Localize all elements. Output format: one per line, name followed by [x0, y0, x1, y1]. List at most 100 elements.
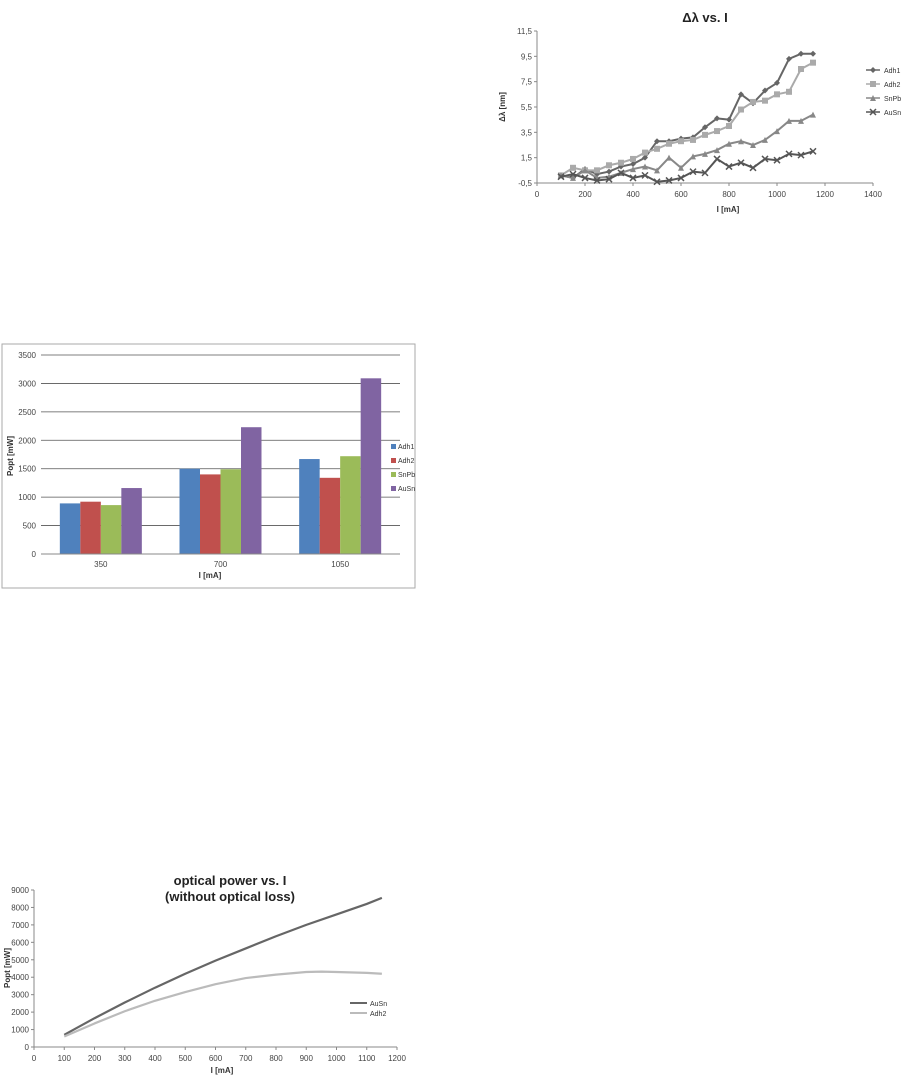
chart1-point-adh2	[726, 123, 732, 129]
chart1-series-line-ausn	[560, 150, 814, 183]
chart2-legend-swatch	[391, 458, 396, 463]
chart1-point-adh1	[762, 87, 768, 94]
chart1-y-tick-label: 7,5	[521, 78, 533, 87]
chart1-point-ausn	[689, 168, 697, 176]
chart1-point-snpb	[654, 167, 660, 174]
chart1-point-snpb	[798, 117, 804, 124]
chart1-point-ausn	[557, 173, 565, 181]
chart2-y-tick-label: 1000	[18, 493, 36, 502]
chart1-point-snpb	[762, 136, 768, 143]
chart1-point-adh2	[702, 131, 708, 138]
chart2-y-tick-label: 3000	[18, 379, 36, 388]
chart1-x-tick-label: 600	[674, 190, 688, 199]
chart1-x-tick-label: 800	[722, 190, 736, 199]
chart2-legend-label: Adh1	[398, 444, 414, 451]
chart1-point-adh1	[714, 115, 720, 122]
chart3-subtitle: (without optical loss)	[165, 889, 295, 904]
chart2-x-tick-label: 350	[94, 560, 108, 569]
chart2-y-tick-label: 500	[23, 522, 37, 531]
chart1-point-ausn	[653, 178, 661, 186]
chart1-point-ausn	[725, 163, 733, 171]
chart3-x-tick-label: 0	[32, 1054, 37, 1063]
chart2-y-tick-label: 2000	[18, 436, 36, 445]
chart2-legend-label: SnPb	[398, 472, 415, 479]
chart1-point-adh2	[606, 162, 612, 169]
chart1-y-tick-label: 9,5	[521, 52, 533, 61]
chart3-y-tick-label: 9000	[11, 886, 29, 895]
chart2-bar-snpb	[220, 469, 241, 554]
chart1-point-adh1	[630, 161, 636, 167]
chart1-point-adh1	[810, 50, 816, 57]
chart1-legend-label: Adh2	[884, 82, 900, 89]
chart3-x-tick-label: 200	[88, 1054, 102, 1063]
chart2-y-tick-label: 3500	[18, 351, 36, 360]
chart1-point-adh1	[798, 50, 804, 57]
chart3-x-tick-label: 1100	[358, 1054, 376, 1063]
chart2-legend-swatch	[391, 486, 396, 491]
chart1-point-ausn	[773, 156, 781, 164]
chart2-bar-ausn	[241, 427, 262, 554]
chart1-point-adh2	[594, 167, 600, 174]
chart1-point-ausn	[749, 164, 757, 172]
chart1-x-tick-label: 1000	[768, 190, 786, 199]
chart1-x-tick-label: 200	[578, 190, 592, 199]
chart3-x-tick-label: 400	[148, 1054, 162, 1063]
chart1-point-adh2	[570, 164, 576, 171]
chart1-x-tick-label: 1200	[816, 190, 834, 199]
chart1-point-adh1	[606, 168, 612, 175]
chart3-x-tick-label: 900	[300, 1054, 314, 1063]
chart1-point-adh2	[798, 66, 804, 72]
chart1-y-tick-label: 5,5	[521, 103, 533, 112]
chart1-point-adh2	[642, 149, 648, 156]
chart1-point-adh1	[774, 79, 780, 86]
chart3-y-tick-label: 3000	[11, 991, 29, 1000]
chart1-point-snpb	[810, 111, 816, 118]
chart1-point-adh1	[702, 124, 708, 131]
chart3-y-label: Popt [mW]	[3, 948, 12, 988]
chart3-y-tick-label: 7000	[11, 921, 29, 930]
chart3-y-tick-label: 2000	[11, 1008, 29, 1017]
chart2-legend-label: AuSn	[398, 486, 415, 493]
chart2-bar-ausn	[121, 488, 142, 554]
chart2-bar-snpb	[100, 505, 122, 554]
chart2-bar-adh2	[200, 474, 221, 554]
chart1-point-ausn	[629, 174, 637, 182]
chart2-bar-adh1	[179, 468, 200, 554]
chart3-x-tick-label: 300	[118, 1054, 132, 1063]
chart1-point-snpb	[714, 147, 720, 154]
chart3-title: optical power vs. I	[174, 873, 287, 888]
chart2-bar-snpb	[340, 456, 361, 554]
chart3-y-tick-label: 4000	[11, 973, 29, 982]
chart1-legend-marker	[870, 95, 876, 101]
chart2-y-label: Popt [mW]	[6, 436, 15, 476]
chart1-point-ausn	[677, 174, 685, 182]
chart1-legend-label: SnPb	[884, 96, 901, 103]
chart3-series-line-adh2	[63, 970, 382, 1038]
chart1-point-snpb	[750, 142, 756, 148]
chart1-point-snpb	[786, 117, 792, 124]
chart3-x-tick-label: 800	[269, 1054, 283, 1063]
chart1-point-snpb	[630, 166, 636, 173]
chart1-point-ausn	[641, 171, 649, 179]
chart1-point-ausn	[593, 176, 601, 184]
chart1-point-adh2	[750, 98, 756, 105]
chart3-y-tick-label: 6000	[11, 938, 29, 947]
chart1-point-snpb	[570, 174, 576, 181]
chart2-bar-adh1	[59, 503, 81, 554]
chart1-y-tick-label: 11,5	[517, 27, 533, 36]
chart1-y-label: Δλ [nm]	[498, 92, 507, 122]
chart1-point-snpb	[738, 138, 744, 145]
chart1-y-tick-label: -0,5	[518, 179, 532, 188]
chart1-y-tick-label: 3,5	[521, 128, 533, 137]
chart1-point-adh2	[678, 138, 684, 145]
chart1-series-line-adh1	[560, 52, 813, 180]
chart1-point-adh2	[630, 155, 636, 162]
chart2-legend-swatch	[391, 444, 396, 449]
chart2-legend-label: Adh2	[398, 458, 414, 465]
chart1-point-ausn	[581, 174, 589, 182]
chart1-x-tick-label: 1400	[864, 190, 882, 199]
chart3-x-tick-label: 1200	[388, 1054, 406, 1063]
chart1-point-adh2	[810, 59, 816, 66]
